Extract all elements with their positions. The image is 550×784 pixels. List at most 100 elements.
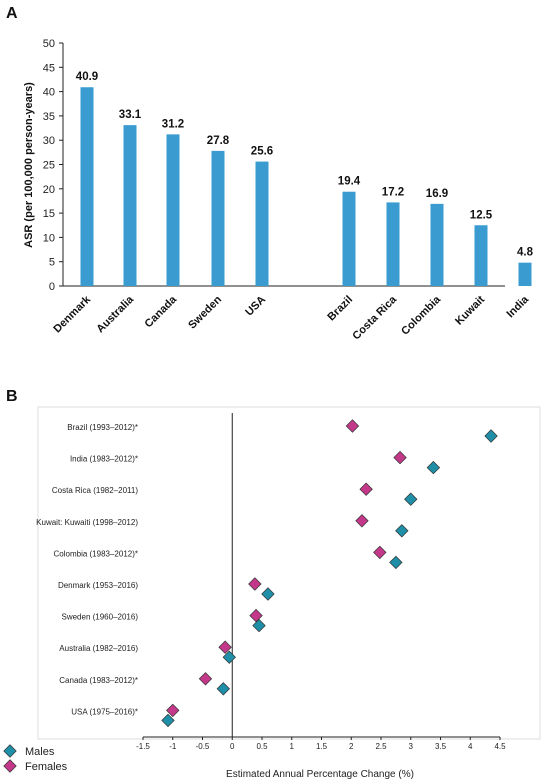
x-tick-label: 4	[468, 742, 473, 751]
category-label: Costa Rica	[350, 293, 399, 342]
y-tick-label: 40	[43, 87, 55, 99]
males-point	[252, 618, 266, 633]
females-point	[355, 514, 369, 528]
bar	[474, 225, 488, 286]
legend: Males Females	[3, 744, 68, 773]
legend-label: Males	[25, 746, 55, 758]
bar-value-label: 40.9	[76, 71, 98, 83]
x-tick-label: 0.5	[256, 742, 268, 751]
bars: 40.9 Denmark 33.1 Australia 31.2 Canada 27.8 Sw…	[51, 71, 533, 342]
x-axis-title: Estimated Annual Percentage Change (%)	[226, 769, 414, 780]
y-tick-label: 50	[43, 38, 55, 50]
females-point	[248, 577, 262, 591]
x-tick-label: 1	[290, 742, 295, 751]
bar-value-label: 31.2	[162, 118, 184, 130]
panel-a-label: A	[6, 5, 18, 22]
category-labels: Brazil (1993–2012)* India (1983–2012)* Cos…	[36, 423, 138, 716]
y-tick-label: 25	[43, 160, 55, 172]
males-point	[404, 492, 418, 506]
females-point	[166, 703, 180, 718]
row-label: Brazil (1993–2012)*	[67, 423, 138, 432]
panel-b-label: B	[6, 388, 18, 405]
bar-value-label: 33.1	[119, 109, 142, 121]
row-label: Kuwait: Kuwaiti (1998–2012)	[36, 518, 138, 527]
y-tick-label: 15	[43, 208, 55, 220]
x-tick-label: 2	[349, 742, 354, 751]
females-point	[393, 450, 407, 465]
category-label: USA	[243, 294, 268, 319]
bar	[342, 191, 356, 286]
males-point	[389, 555, 403, 570]
row-label: India (1983–2012)*	[70, 455, 138, 464]
bar	[80, 87, 94, 286]
bar-value-label: 17.2	[382, 186, 404, 198]
males-point	[161, 713, 175, 728]
category-label: Brazil	[325, 294, 355, 324]
row-label: Denmark (1953–2016)	[58, 581, 138, 590]
bar	[518, 262, 532, 286]
y-tick-label: 10	[43, 232, 55, 244]
x-tick-label: 2.5	[375, 742, 387, 751]
bar-value-label: 4.8	[517, 247, 534, 259]
females-point	[198, 672, 213, 686]
row-label: Canada (1983–2012)*	[59, 676, 138, 685]
bar-chart-panel: A ASR (per 100,000 person-years) 0 5 10 15 2…	[6, 5, 534, 342]
males-point	[426, 460, 441, 475]
males-point	[222, 650, 236, 664]
bar	[255, 161, 269, 286]
y-tick-label: 35	[43, 111, 55, 123]
legend-marker	[3, 759, 17, 773]
bar	[166, 134, 180, 286]
bar-value-label: 27.8	[207, 135, 230, 147]
x-tick-label: 3	[409, 742, 414, 751]
row-label: Australia (1982–2016)	[59, 644, 138, 653]
row-label: Costa Rica (1982–2011)	[52, 486, 138, 495]
y-tick-label: 20	[43, 184, 55, 196]
category-label: Canada	[143, 293, 180, 330]
category-label: Colombia	[399, 293, 444, 338]
y-tick-label: 45	[43, 62, 55, 74]
bar-value-label: 16.9	[426, 188, 448, 200]
bar	[211, 150, 225, 286]
y-axis-ticks: 0 5 10 15 20 25 30 35 40 45 50	[43, 38, 63, 293]
bar-value-label: 25.6	[251, 146, 273, 158]
bar	[123, 125, 137, 286]
x-tick-label: 1.5	[316, 742, 328, 751]
x-tick-label: 3.5	[435, 742, 447, 751]
females-point	[249, 608, 263, 623]
y-tick-label: 0	[49, 281, 55, 293]
legend-label: Females	[25, 761, 68, 773]
scatter-chart-panel: B Brazil (1993–2012)* India (1983–2012)* C…	[3, 388, 541, 780]
category-label: Kuwait	[453, 293, 487, 327]
y-axis-title: ASR (per 100,000 person-years)	[23, 82, 35, 248]
bar	[386, 202, 400, 286]
y-tick-label: 30	[43, 135, 55, 147]
males-point	[216, 682, 231, 696]
males-point	[395, 524, 409, 538]
males-point	[484, 429, 498, 443]
x-axis-ticks: -1.5 -1 -0.5 0 0.5 1 1.5 2 2.5 3 3.5 4 4.5	[136, 737, 506, 751]
x-tick-label: 4.5	[494, 742, 506, 751]
legend-marker	[3, 744, 17, 758]
males-point	[261, 587, 275, 601]
x-tick-label: 0	[230, 742, 235, 751]
females-point	[218, 640, 232, 654]
females-point	[359, 482, 373, 496]
bar-value-label: 12.5	[470, 209, 493, 221]
category-label: Australia	[94, 293, 136, 335]
points	[161, 419, 498, 728]
category-label: India	[504, 293, 531, 320]
y-tick-label: 5	[49, 257, 55, 269]
row-label: USA (1975–2016)*	[71, 707, 138, 716]
plot-frame	[37, 406, 541, 740]
x-tick-label: -0.5	[196, 742, 210, 751]
x-tick-label: -1	[169, 742, 177, 751]
category-label: Sweden	[186, 293, 224, 331]
category-label: Denmark	[51, 293, 93, 335]
females-point	[345, 419, 360, 433]
row-label: Colombia (1983–2012)*	[54, 549, 139, 558]
row-label: Sweden (1960–2016)	[61, 613, 138, 622]
x-tick-label: -1.5	[136, 742, 150, 751]
bar	[430, 203, 444, 286]
